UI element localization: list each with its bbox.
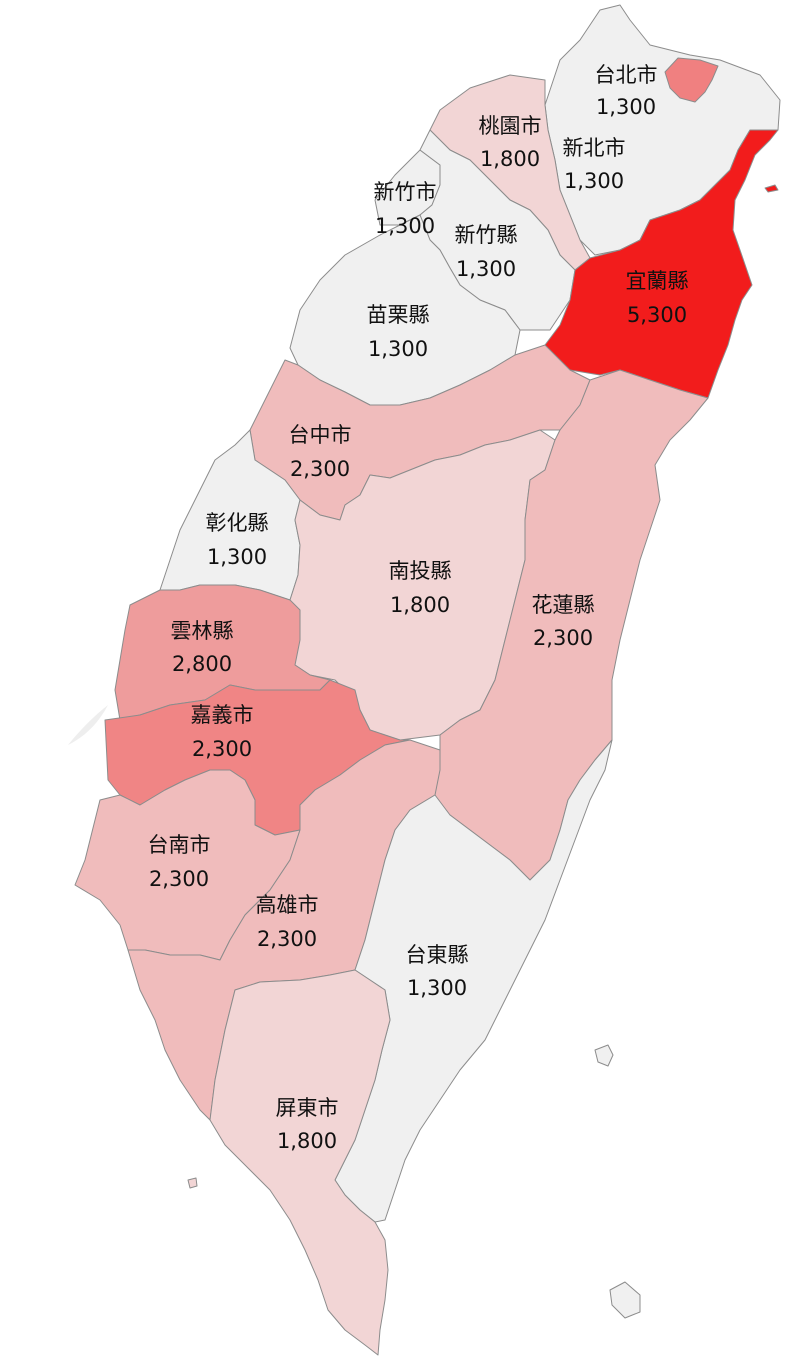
- region-name: 宜蘭縣: [626, 269, 689, 293]
- region-value: 1,300: [596, 95, 656, 119]
- label-pingtung: 屏東市 1,800: [276, 1096, 339, 1153]
- label-taichung: 台中市 2,300: [289, 423, 352, 481]
- coast-shadow-mark: [68, 705, 108, 745]
- region-yilan-islet: [764, 184, 779, 193]
- region-name: 新北市: [563, 136, 626, 160]
- region-name: 桃園市: [479, 114, 542, 138]
- region-value: 2,300: [290, 457, 350, 481]
- label-yunlin: 雲林縣 2,800: [171, 619, 234, 676]
- label-taoyuan: 桃園市 1,800: [479, 114, 542, 171]
- labels-layer: 台北市 1,300 新北市 1,300 桃園市 1,800 新竹市 1,300 …: [148, 63, 689, 1153]
- region-name: 台中市: [289, 423, 352, 447]
- region-value: 2,300: [149, 867, 209, 891]
- region-hsinchu-county[interactable]: [419, 129, 576, 331]
- region-name: 台南市: [148, 833, 211, 857]
- region-value: 1,800: [390, 593, 450, 617]
- label-hualien: 花蓮縣 2,300: [532, 593, 595, 650]
- region-name: 南投縣: [389, 559, 452, 583]
- region-name: 花蓮縣: [532, 593, 595, 617]
- region-yilan[interactable]: [544, 129, 779, 399]
- region-value: 1,300: [407, 976, 467, 1000]
- label-new-taipei: 新北市 1,300: [563, 136, 626, 193]
- label-kaohsiung: 高雄市 2,300: [256, 893, 319, 951]
- region-value: 2,300: [192, 737, 252, 761]
- region-value: 1,300: [564, 169, 624, 193]
- label-taitung: 台東縣 1,300: [406, 943, 469, 1000]
- region-value: 2,800: [172, 652, 232, 676]
- label-tainan: 台南市 2,300: [148, 833, 211, 891]
- region-value: 2,300: [257, 927, 317, 951]
- label-hsinchu-city: 新竹市 1,300: [374, 180, 437, 238]
- region-name: 彰化縣: [206, 511, 269, 535]
- label-changhua: 彰化縣 1,300: [206, 511, 269, 569]
- region-name: 高雄市: [256, 893, 319, 917]
- region-value: 1,800: [480, 147, 540, 171]
- region-name: 雲林縣: [171, 619, 234, 643]
- region-taitung-orchid-island: [609, 1281, 641, 1319]
- region-value: 2,300: [533, 626, 593, 650]
- label-taipei-city: 台北市 1,300: [595, 63, 658, 119]
- region-value: 5,300: [627, 303, 687, 327]
- label-chiayi: 嘉義市 2,300: [191, 703, 254, 761]
- region-pingtung-islet: [187, 1177, 198, 1189]
- region-name: 屏東市: [276, 1096, 339, 1120]
- region-value: 1,800: [277, 1129, 337, 1153]
- region-name: 台東縣: [406, 943, 469, 967]
- label-hsinchu-county: 新竹縣 1,300: [455, 223, 518, 281]
- region-value: 1,300: [207, 545, 267, 569]
- region-name: 苗栗縣: [367, 303, 430, 327]
- region-name: 新竹縣: [455, 223, 518, 247]
- region-pingtung[interactable]: [209, 969, 391, 1356]
- label-miaoli: 苗栗縣 1,300: [367, 303, 430, 361]
- label-nantou: 南投縣 1,800: [389, 559, 452, 617]
- region-value: 1,300: [368, 337, 428, 361]
- region-value: 1,300: [456, 257, 516, 281]
- region-name: 新竹市: [374, 180, 437, 204]
- region-taitung-green-island: [594, 1044, 614, 1067]
- region-name: 嘉義市: [191, 703, 254, 727]
- region-taipei-city[interactable]: [664, 57, 719, 103]
- region-name: 台北市: [595, 63, 658, 87]
- region-value: 1,300: [375, 214, 435, 238]
- label-yilan: 宜蘭縣 5,300: [626, 269, 689, 327]
